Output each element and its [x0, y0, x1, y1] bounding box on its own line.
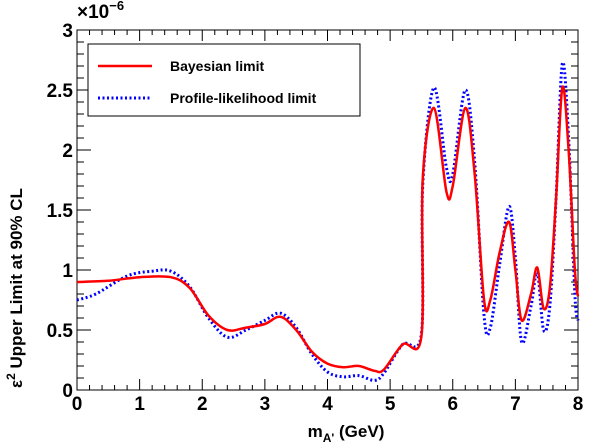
y-axis-title: ε2 Upper Limit at 90% CL [4, 188, 26, 388]
axis-ticks [76, 29, 579, 391]
y-axis-multiplier: ×10−6 [77, 0, 124, 23]
x-tick-label: 8 [573, 394, 584, 415]
y-tick-label: 2.5 [47, 81, 74, 102]
series-line-bayesian [76, 85, 580, 374]
x-tick-label: 4 [322, 394, 333, 415]
x-tick-label: 7 [510, 394, 521, 415]
x-tick-label: 5 [385, 394, 396, 415]
x-axis-title-sub: A' [323, 431, 335, 445]
x-tick-label: 0 [72, 394, 83, 415]
multiplier-base: ×10 [77, 2, 109, 23]
y-axis-title-rest: Upper Limit at 90% CL [7, 188, 26, 373]
y-tick-label: 1 [62, 261, 73, 282]
x-axis-title-unit: (GeV) [334, 422, 384, 441]
legend-label-bayesian: Bayesian limit [170, 58, 264, 74]
legend: Bayesian limit Profile-likelihood limit [87, 43, 361, 117]
y-axis-title-sup: 2 [4, 373, 18, 380]
tick-labels: 0 1 2 3 4 5 6 7 8 0 0.5 1 1.5 2 2.5 3 [47, 21, 584, 415]
y-tick-label: 0 [62, 381, 73, 402]
y-axis-title-symbol: ε [7, 380, 26, 388]
x-tick-label: 2 [197, 394, 208, 415]
y-tick-label: 2 [62, 141, 73, 162]
x-axis-title: mA' (GeV) [308, 422, 385, 445]
y-tick-label: 1.5 [47, 201, 74, 222]
x-tick-label: 6 [447, 394, 458, 415]
legend-box [87, 43, 361, 117]
x-tick-label: 1 [134, 394, 145, 415]
series-layer [76, 60, 580, 382]
y-tick-label: 0.5 [47, 321, 74, 342]
multiplier-exponent: −6 [109, 0, 124, 13]
x-tick-label: 3 [260, 394, 271, 415]
y-tick-label: 3 [62, 21, 73, 42]
x-axis-title-main: m [308, 422, 323, 441]
legend-label-profile: Profile-likelihood limit [170, 90, 317, 106]
